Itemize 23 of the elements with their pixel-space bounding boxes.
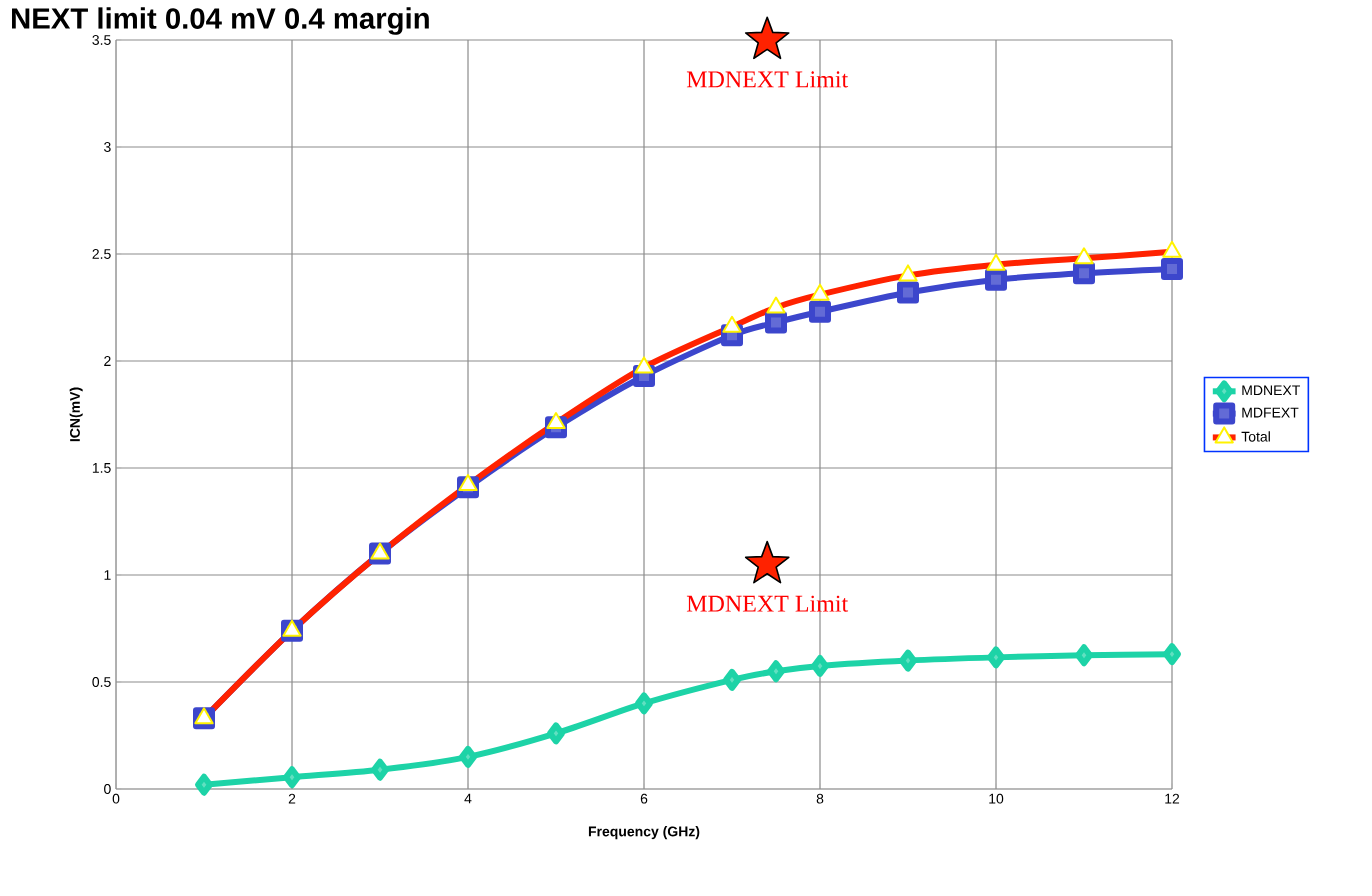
legend-label: Total bbox=[1241, 431, 1270, 442]
y-tick-label: 1.5 bbox=[92, 463, 111, 473]
annotation: MDNEXT Limit bbox=[686, 71, 849, 88]
x-tick-label: 12 bbox=[1165, 793, 1180, 804]
y-axis-title: ICN(mV) bbox=[69, 387, 83, 442]
chart-title: NEXT limit 0.04 mV 0.4 margin bbox=[12, 7, 429, 35]
y-tick-label: 2 bbox=[104, 356, 111, 366]
x-tick-label: 2 bbox=[288, 793, 296, 804]
x-tick-label: 10 bbox=[989, 793, 1004, 804]
y-tick-label: 0 bbox=[104, 784, 111, 794]
x-tick-label: 0 bbox=[112, 793, 120, 804]
legend-label: MDNEXT bbox=[1242, 385, 1301, 396]
annotation: MDNEXT Limit bbox=[686, 595, 849, 612]
y-tick-label: 3 bbox=[104, 142, 111, 152]
y-tick-label: 0.5 bbox=[92, 677, 111, 687]
y-tick-label: 1 bbox=[104, 570, 111, 580]
x-axis-title: Frequency (GHz) bbox=[588, 826, 700, 840]
x-tick-label: 8 bbox=[816, 793, 824, 804]
y-tick-label: 2.5 bbox=[92, 249, 111, 259]
x-tick-label: 4 bbox=[464, 793, 472, 804]
legend-label: MDFEXT bbox=[1242, 407, 1299, 418]
y-tick-label: 3.5 bbox=[92, 35, 111, 45]
x-tick-label: 6 bbox=[640, 793, 648, 804]
